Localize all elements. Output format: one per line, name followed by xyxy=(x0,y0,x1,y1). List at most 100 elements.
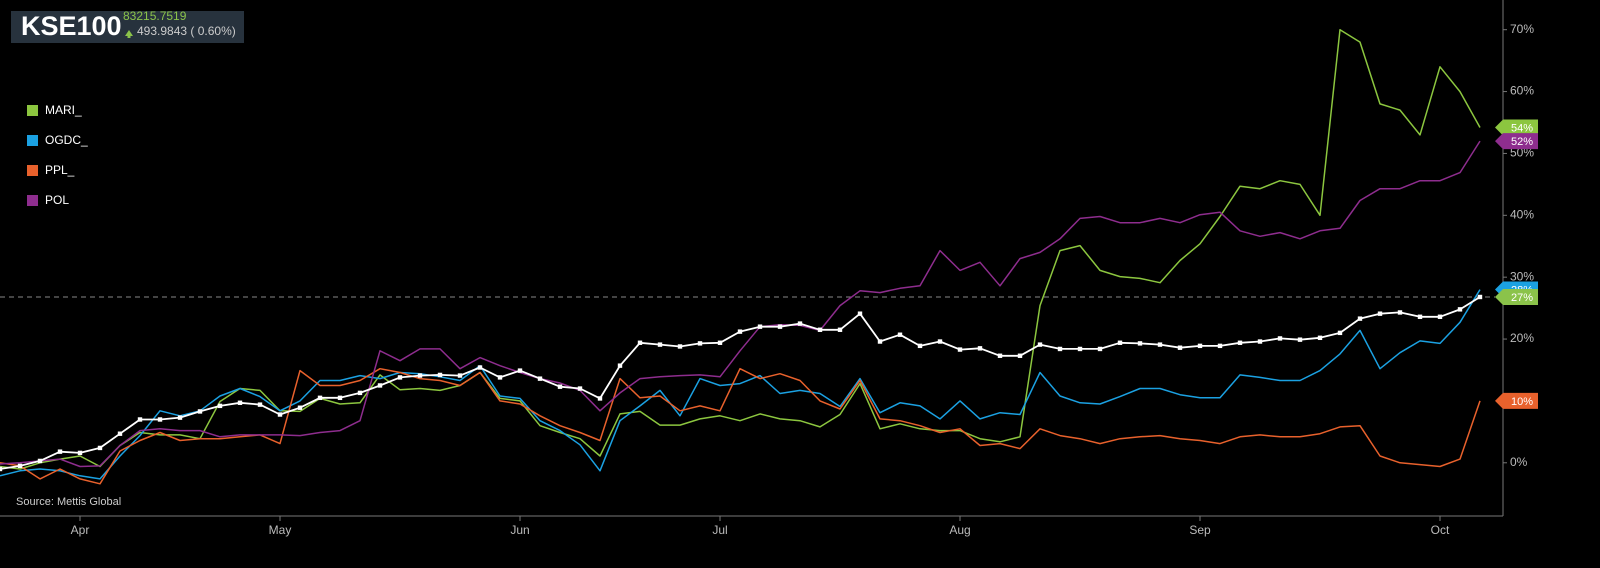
y-tick-label: 50% xyxy=(1510,146,1534,160)
index-marker xyxy=(517,368,523,373)
index-marker xyxy=(937,339,943,344)
index-marker xyxy=(1137,341,1143,346)
legend-label: OGDC_ xyxy=(45,133,88,147)
index-marker xyxy=(397,375,403,380)
up-arrow xyxy=(125,30,133,38)
index-marker xyxy=(1257,339,1263,344)
x-tick-label: Apr xyxy=(71,523,90,537)
index-marker xyxy=(337,395,343,401)
index-marker xyxy=(1057,346,1063,352)
x-tick-label: Sep xyxy=(1189,523,1211,537)
index-marker xyxy=(897,332,903,337)
index-marker xyxy=(1037,342,1043,347)
index-marker xyxy=(617,363,623,368)
index-marker xyxy=(1437,314,1443,319)
index-marker xyxy=(697,341,703,346)
index-marker xyxy=(257,402,263,407)
index-marker xyxy=(57,449,63,454)
index-last: 83215.7519 xyxy=(123,9,187,23)
end-label: 10% xyxy=(1511,396,1533,408)
x-tick-label: Jul xyxy=(712,523,727,537)
index-marker xyxy=(557,384,563,389)
y-tick-label: 40% xyxy=(1510,207,1534,221)
series-line xyxy=(0,289,1481,480)
legend-label: POL xyxy=(45,193,69,207)
legend-swatch xyxy=(27,135,38,146)
y-tick-label: 30% xyxy=(1510,269,1534,283)
y-tick-label: 70% xyxy=(1510,22,1534,36)
index-marker xyxy=(0,466,3,472)
index-marker xyxy=(1377,311,1383,316)
index-marker xyxy=(1217,343,1223,349)
index-marker xyxy=(1077,346,1083,352)
index-marker xyxy=(1157,342,1163,347)
y-tick-label: 20% xyxy=(1510,331,1534,345)
end-tag xyxy=(1495,392,1538,409)
index-marker xyxy=(1017,353,1023,358)
index-marker xyxy=(1277,336,1283,341)
index-marker xyxy=(997,353,1003,358)
index-marker xyxy=(917,343,923,349)
index-name: KSE100 xyxy=(21,11,122,41)
index-marker xyxy=(757,324,763,329)
index-marker xyxy=(877,339,883,344)
index-marker xyxy=(37,458,43,464)
index-marker xyxy=(197,409,203,414)
index-marker xyxy=(97,445,103,451)
index-marker xyxy=(237,400,243,405)
index-marker xyxy=(1097,346,1103,352)
index-marker xyxy=(777,324,783,329)
series-line xyxy=(0,140,1481,468)
index-marker xyxy=(137,417,143,422)
end-tag xyxy=(1495,119,1538,136)
index-marker xyxy=(657,342,663,347)
index-marker xyxy=(77,450,83,456)
index-marker xyxy=(277,412,283,417)
index-marker xyxy=(1357,316,1363,321)
index-marker xyxy=(1197,343,1203,349)
index-marker xyxy=(177,415,183,420)
index-marker xyxy=(637,340,643,345)
index-marker xyxy=(957,347,963,352)
y-tick-label: 0% xyxy=(1510,455,1528,469)
series-line xyxy=(0,28,1481,470)
x-tick-label: Oct xyxy=(1431,523,1450,537)
index-marker xyxy=(1397,310,1403,315)
index-marker xyxy=(1317,335,1323,341)
index-marker xyxy=(1177,345,1183,350)
index-marker xyxy=(437,372,443,378)
index-marker xyxy=(1417,314,1423,319)
end-label: 54% xyxy=(1511,122,1533,134)
index-marker xyxy=(457,373,463,378)
x-tick-label: Aug xyxy=(949,523,970,537)
index-marker xyxy=(417,373,423,378)
index-marker xyxy=(1237,340,1243,345)
source: Source: Mettis Global xyxy=(16,496,121,508)
end-label: 27% xyxy=(1511,292,1533,304)
end-label: 52% xyxy=(1511,136,1533,148)
index-marker xyxy=(297,405,303,410)
index-marker xyxy=(317,395,323,401)
index-marker xyxy=(1117,340,1123,345)
index-marker xyxy=(597,396,603,401)
index-marker xyxy=(797,321,803,326)
index-marker xyxy=(477,365,483,370)
index-marker xyxy=(1297,337,1303,342)
index-marker xyxy=(377,383,383,388)
legend-label: PPL_ xyxy=(45,163,75,177)
index-marker xyxy=(1457,307,1463,312)
legend-swatch xyxy=(27,195,38,206)
index-marker xyxy=(157,417,163,422)
end-tag xyxy=(1495,288,1538,305)
index-change: 493.9843 ( 0.60%) xyxy=(137,24,236,38)
index-marker xyxy=(737,329,743,334)
index-marker xyxy=(977,346,983,351)
index-marker xyxy=(1477,294,1483,300)
index-marker xyxy=(117,431,123,436)
index-marker xyxy=(857,311,863,316)
index-marker xyxy=(1337,330,1343,336)
index-marker xyxy=(677,344,683,349)
x-tick-label: Jun xyxy=(510,523,529,537)
